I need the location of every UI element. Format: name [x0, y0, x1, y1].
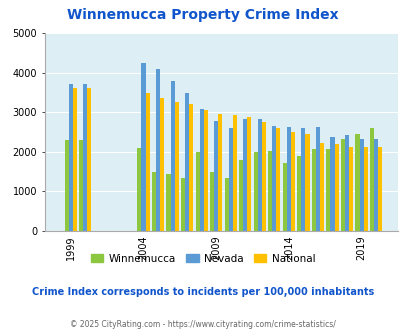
Bar [137, 148, 141, 231]
Bar [166, 174, 170, 231]
Bar [363, 148, 367, 231]
Bar [243, 119, 247, 231]
Bar [311, 149, 315, 231]
Text: © 2025 CityRating.com - https://www.cityrating.com/crime-statistics/: © 2025 CityRating.com - https://www.city… [70, 320, 335, 329]
Bar [145, 93, 149, 231]
Bar [268, 151, 272, 231]
Text: Winnemucca Property Crime Index: Winnemucca Property Crime Index [67, 8, 338, 22]
Bar [160, 98, 164, 231]
Text: Crime Index corresponds to incidents per 100,000 inhabitants: Crime Index corresponds to incidents per… [32, 287, 373, 297]
Bar [141, 63, 145, 231]
Bar [315, 127, 319, 231]
Bar [257, 118, 261, 231]
Bar [209, 172, 213, 231]
Bar [79, 140, 83, 231]
Bar [232, 115, 236, 231]
Bar [276, 128, 280, 231]
Bar [373, 139, 377, 231]
Bar [195, 152, 199, 231]
Bar [340, 139, 344, 231]
Bar [87, 88, 91, 231]
Legend: Winnemucca, Nevada, National: Winnemucca, Nevada, National [86, 249, 319, 268]
Bar [247, 117, 251, 231]
Bar [330, 137, 334, 231]
Bar [261, 122, 265, 231]
Bar [296, 156, 301, 231]
Bar [228, 128, 232, 231]
Bar [369, 128, 373, 231]
Bar [64, 140, 68, 231]
Bar [224, 178, 228, 231]
Bar [377, 148, 381, 231]
Bar [72, 88, 77, 231]
Bar [189, 104, 193, 231]
Bar [156, 69, 160, 231]
Bar [354, 134, 358, 231]
Bar [272, 126, 276, 231]
Bar [358, 139, 363, 231]
Bar [199, 109, 203, 231]
Bar [286, 127, 290, 231]
Bar [83, 84, 87, 231]
Bar [305, 134, 309, 231]
Bar [253, 152, 257, 231]
Bar [334, 144, 338, 231]
Bar [170, 81, 174, 231]
Bar [217, 114, 222, 231]
Bar [213, 121, 217, 231]
Bar [348, 147, 352, 231]
Bar [203, 110, 207, 231]
Bar [239, 160, 243, 231]
Bar [68, 84, 72, 231]
Bar [282, 163, 286, 231]
Bar [301, 128, 305, 231]
Bar [185, 93, 189, 231]
Bar [326, 149, 330, 231]
Bar [174, 102, 178, 231]
Bar [319, 143, 323, 231]
Bar [344, 135, 348, 231]
Bar [151, 172, 156, 231]
Bar [290, 132, 294, 231]
Bar [181, 178, 185, 231]
